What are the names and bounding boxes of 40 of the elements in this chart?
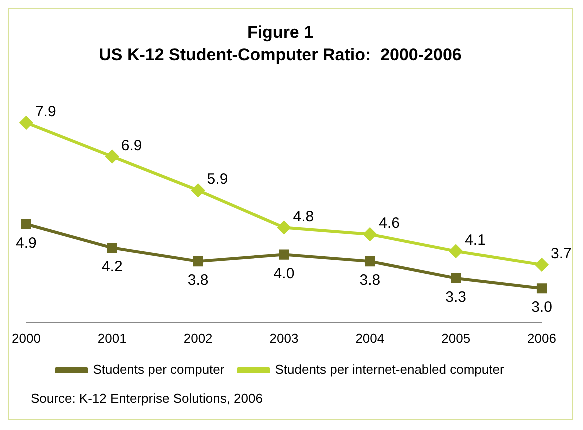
point [365, 256, 376, 267]
data-label: 4.9 [16, 235, 37, 252]
legend-label: Students per computer [93, 362, 226, 378]
point [107, 243, 118, 254]
point [192, 184, 205, 198]
data-label: 4.2 [102, 258, 123, 276]
source-note: Source: K-12 Enterprise Solutions, 2006 [31, 391, 264, 406]
data-label: 4.1 [465, 232, 486, 250]
point [20, 116, 33, 130]
data-label: 5.9 [207, 171, 228, 188]
data-label: 3.7 [551, 246, 572, 263]
point [451, 273, 462, 284]
data-label: 4.0 [274, 265, 295, 282]
data-label: 6.9 [121, 137, 142, 154]
x-tick-label: 2005 [442, 330, 471, 346]
data-label: 4.6 [379, 215, 400, 232]
x-tick-label: 2006 [528, 330, 556, 346]
data-label: 3.8 [188, 272, 209, 290]
x-tick-label: 2004 [356, 330, 385, 346]
legend-label: Students per internet-enabled computer [275, 362, 505, 378]
point [450, 244, 463, 258]
data-label: 3.8 [360, 272, 381, 290]
point [536, 284, 548, 294]
point [21, 219, 32, 230]
point [536, 258, 548, 272]
point [279, 250, 290, 260]
data-label: 4.8 [293, 208, 314, 226]
x-tick-label: 2003 [270, 330, 299, 346]
data-label: 3.0 [532, 299, 552, 316]
point [278, 221, 291, 234]
chart-title: Figure 1 [247, 22, 314, 42]
point [106, 150, 119, 164]
data-label: 3.3 [446, 289, 467, 306]
x-tick-label: 2002 [184, 330, 213, 346]
x-tick-label: 2000 [12, 330, 41, 346]
point [193, 256, 204, 267]
chart-subtitle: US K-12 Student-Computer Ratio: 2000-2006 [99, 45, 462, 64]
point [364, 228, 377, 242]
data-label: 7.9 [35, 104, 56, 121]
x-tick-label: 2001 [98, 330, 127, 346]
